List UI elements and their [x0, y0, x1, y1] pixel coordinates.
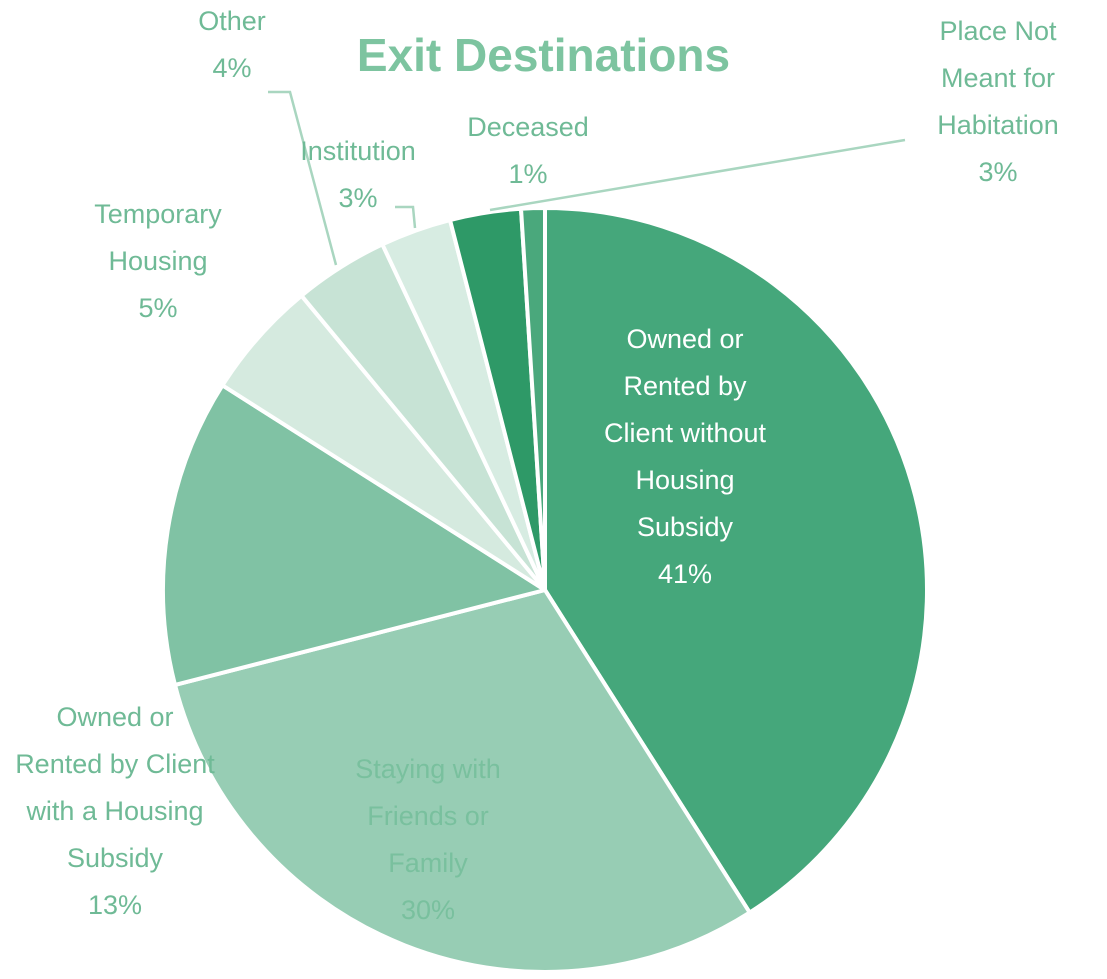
- value-label: 30%: [400, 895, 456, 925]
- category-label: Owned or Rented by Client with a Housing…: [15, 702, 215, 873]
- value-label: 5%: [138, 293, 178, 323]
- slice-label: Other 4%: [172, 0, 292, 92]
- pie-slice: [519, 206, 547, 592]
- value-label: 41%: [657, 559, 713, 589]
- slice-label: Deceased 1%: [438, 104, 618, 198]
- category-label: Temporary Housing: [94, 199, 222, 276]
- value-label: 3%: [338, 183, 378, 213]
- category-label: Staying with Friends or Family: [355, 754, 501, 878]
- value-label: 4%: [212, 53, 252, 83]
- leader-line: [268, 90, 338, 266]
- pie-slice: [543, 206, 929, 915]
- slice-label: Owned or Rented by Client without Housin…: [600, 316, 770, 598]
- leader-line: [395, 205, 417, 229]
- value-label: 1%: [508, 159, 548, 189]
- category-label: Other: [198, 6, 266, 36]
- pie-slice: [161, 383, 547, 687]
- slice-label: Institution 3%: [268, 128, 448, 222]
- leader-line: [489, 138, 906, 212]
- category-label: Institution: [300, 136, 416, 166]
- category-label: Owned or Rented by Client without Housin…: [603, 324, 767, 542]
- value-label: 13%: [87, 890, 143, 920]
- slice-label: Staying with Friends or Family 30%: [328, 746, 528, 934]
- slice-label: Place Not Meant for Habitation 3%: [908, 8, 1088, 196]
- pie-slice: [173, 588, 752, 974]
- chart-title: Exit Destinations: [356, 29, 731, 81]
- category-label: Deceased: [467, 112, 589, 142]
- slice-label: Owned or Rented by Client with a Housing…: [15, 694, 215, 929]
- value-label: 3%: [978, 157, 1018, 187]
- category-label: Place Not Meant for Habitation: [937, 16, 1059, 140]
- slice-label: Temporary Housing 5%: [68, 191, 248, 332]
